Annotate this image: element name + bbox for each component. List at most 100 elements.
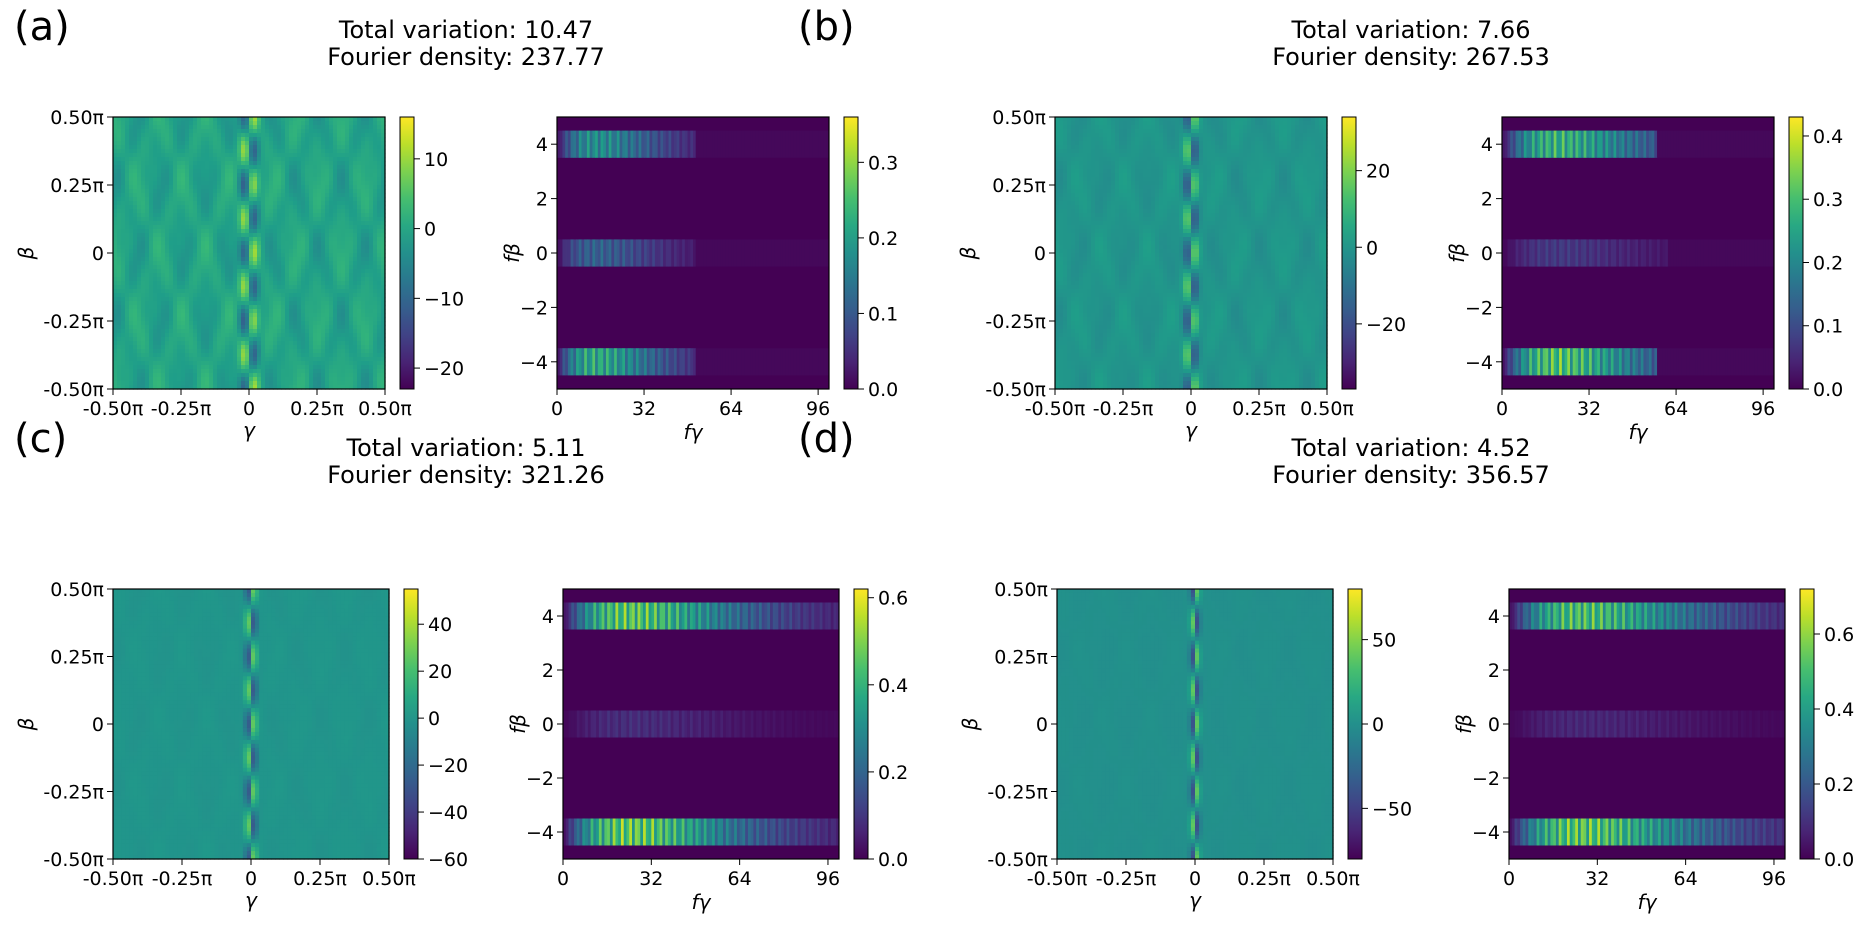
landscape-cell	[145, 261, 150, 266]
landscape-cell	[341, 273, 346, 278]
landscape-cell	[269, 149, 274, 154]
landscape-cell	[261, 165, 266, 170]
landscape-cell	[333, 265, 338, 270]
landscape-cell	[173, 117, 178, 122]
landscape-cell	[249, 153, 254, 158]
landscape-cell	[201, 133, 206, 138]
landscape-cell	[265, 385, 270, 390]
landscape-cell	[369, 213, 374, 218]
landscape-cell	[157, 157, 162, 162]
landscape-cell	[349, 329, 354, 334]
spectrum-cell	[744, 239, 748, 267]
landscape-cell	[209, 137, 214, 142]
landscape-cell	[345, 261, 350, 266]
landscape-cell	[189, 377, 194, 382]
landscape-cell	[277, 377, 282, 382]
landscape-cell	[173, 317, 178, 322]
landscape-cell	[141, 373, 146, 378]
landscape-cell	[137, 273, 142, 278]
landscape-cell	[245, 341, 250, 346]
landscape-cell	[229, 293, 234, 298]
landscape-cell	[297, 165, 302, 170]
landscape-cell	[277, 309, 282, 314]
landscape-cell	[197, 261, 202, 266]
landscape-cell	[353, 341, 358, 346]
landscape-cell	[229, 177, 234, 182]
landscape-cell	[137, 341, 142, 346]
landscape-cell	[121, 153, 126, 158]
landscape-cell	[161, 201, 166, 206]
landscape-cell	[257, 237, 262, 242]
landscape-cell	[117, 333, 122, 338]
landscape-cell	[125, 209, 130, 214]
landscape-cell	[181, 233, 186, 238]
landscape-cell	[313, 301, 318, 306]
landscape-cell	[113, 261, 118, 266]
landscape-cell	[321, 269, 326, 274]
landscape-cell	[237, 297, 242, 302]
landscape-cell	[177, 301, 182, 306]
landscape-cell	[205, 213, 210, 218]
landscape-cell	[145, 117, 150, 122]
landscape-cell	[273, 301, 278, 306]
landscape-cell	[117, 249, 122, 254]
spectrum-cell	[771, 130, 775, 158]
landscape-cell	[269, 181, 274, 186]
landscape-cell	[317, 165, 322, 170]
landscape-cell	[173, 373, 178, 378]
landscape-cell	[209, 321, 214, 326]
spectrum-cell	[679, 348, 683, 376]
landscape-cell	[165, 185, 170, 190]
landscape-cell	[245, 189, 250, 194]
spectrum-cell	[769, 130, 773, 158]
landscape-cell	[213, 333, 218, 338]
landscape-cell	[197, 205, 202, 210]
landscape-cell	[321, 137, 326, 142]
landscape-cell	[269, 201, 274, 206]
landscape-cell	[337, 209, 342, 214]
landscape-cell	[165, 225, 170, 230]
landscape-cell	[129, 349, 134, 354]
landscape-cell	[305, 249, 310, 254]
landscape-cell	[365, 249, 370, 254]
spectrum-cell	[649, 239, 653, 267]
landscape-cell	[357, 369, 362, 374]
landscape-cell	[305, 137, 310, 142]
landscape-cell	[269, 129, 274, 134]
landscape-cell	[349, 233, 354, 238]
spectrum-cell	[638, 130, 642, 158]
landscape-cell	[161, 373, 166, 378]
landscape-cell	[293, 305, 298, 310]
landscape-cell	[289, 161, 294, 166]
landscape-cell	[265, 253, 270, 258]
landscape-cell	[225, 309, 230, 314]
landscape-cell	[321, 161, 326, 166]
landscape-cell	[277, 209, 282, 214]
landscape-cell	[293, 241, 298, 246]
landscape-cell	[273, 365, 278, 370]
landscape-cell	[313, 201, 318, 206]
landscape-cell	[129, 221, 134, 226]
landscape-cell	[169, 193, 174, 198]
landscape-cell	[365, 181, 370, 186]
landscape-cell	[193, 161, 198, 166]
landscape-cell	[273, 277, 278, 282]
landscape-cell	[197, 161, 202, 166]
landscape-cell	[293, 149, 298, 154]
landscape-cell	[309, 329, 314, 334]
landscape-cell	[245, 221, 250, 226]
landscape-cell	[113, 253, 118, 258]
landscape-cell	[209, 325, 214, 330]
landscape-cell	[293, 221, 298, 226]
landscape-cell	[317, 121, 322, 126]
landscape-cell	[361, 273, 366, 278]
landscape-cell	[265, 193, 270, 198]
landscape-cell	[117, 361, 122, 366]
landscape-cell	[153, 217, 158, 222]
landscape-cell	[297, 253, 302, 258]
landscape-cell	[365, 241, 370, 246]
landscape-cell	[373, 121, 378, 126]
landscape-cell	[297, 125, 302, 130]
landscape-cell	[237, 385, 242, 390]
landscape-cell	[137, 237, 142, 242]
